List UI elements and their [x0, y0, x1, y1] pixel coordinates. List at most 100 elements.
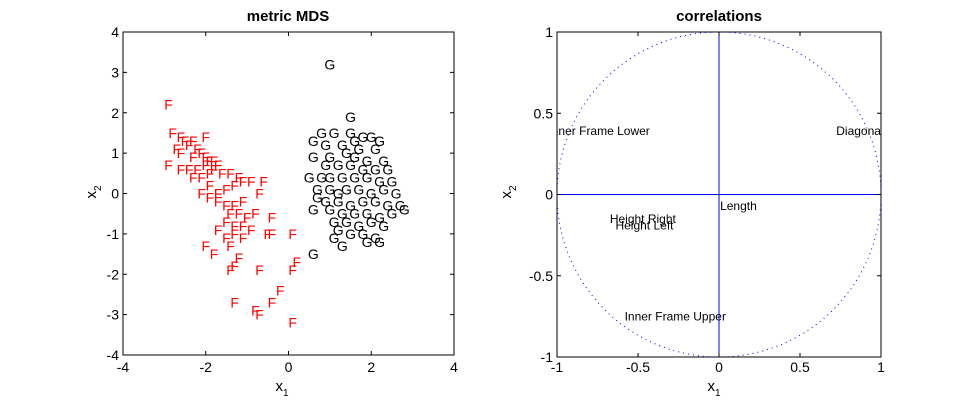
- point-f: F: [243, 210, 252, 226]
- point-f: F: [235, 250, 244, 266]
- point-g: G: [320, 137, 331, 153]
- y-tick-label: -4: [107, 347, 120, 363]
- point-f: F: [197, 169, 206, 185]
- point-f: F: [193, 141, 202, 157]
- point-g: G: [333, 157, 344, 173]
- point-g: G: [358, 226, 369, 242]
- point-g: G: [349, 169, 360, 185]
- point-g: G: [353, 181, 364, 197]
- point-g: G: [324, 181, 335, 197]
- point-g: G: [395, 198, 406, 214]
- point-g: G: [378, 218, 389, 234]
- point-f: F: [230, 258, 239, 274]
- point-f: F: [230, 218, 239, 234]
- y-tick-label: 1: [111, 145, 119, 161]
- x-tick-label: -2: [200, 359, 213, 375]
- point-f: F: [201, 149, 210, 165]
- point-f: F: [288, 262, 297, 278]
- point-f: F: [181, 133, 190, 149]
- point-f: F: [230, 198, 239, 214]
- point-g: G: [374, 210, 385, 226]
- point-f: F: [226, 206, 235, 222]
- point-f: F: [201, 238, 210, 254]
- point-g: G: [304, 169, 315, 185]
- point-g: G: [349, 149, 360, 165]
- point-f: F: [197, 145, 206, 161]
- point-g: G: [337, 206, 348, 222]
- point-f: F: [268, 295, 277, 311]
- x-tick-label: -0.5: [626, 359, 650, 375]
- point-g: G: [320, 194, 331, 210]
- point-f: F: [177, 161, 186, 177]
- point-f: F: [189, 169, 198, 185]
- x-tick-label: 0: [285, 359, 293, 375]
- point-f: F: [177, 145, 186, 161]
- point-g: G: [391, 186, 402, 202]
- point-f: F: [214, 222, 223, 238]
- point-f: F: [255, 307, 264, 323]
- point-g: G: [333, 194, 344, 210]
- y-tick-label: -3: [107, 307, 120, 323]
- mds-plot-frame: [122, 31, 455, 356]
- variable-label: Height Right: [610, 212, 677, 226]
- point-g: G: [316, 169, 327, 185]
- point-f: F: [239, 173, 248, 189]
- point-g: G: [349, 133, 360, 149]
- point-f: F: [201, 129, 210, 145]
- point-g: G: [353, 141, 364, 157]
- point-g: G: [337, 169, 348, 185]
- point-f: F: [230, 295, 239, 311]
- point-f: F: [173, 141, 182, 157]
- x-tick-label: 0.5: [790, 359, 810, 375]
- point-g: G: [333, 222, 344, 238]
- point-g: G: [329, 214, 340, 230]
- point-g: G: [345, 125, 356, 141]
- point-g: G: [366, 129, 377, 145]
- point-f: F: [226, 165, 235, 181]
- correlations-y-axis-label: x2: [498, 185, 519, 199]
- point-g: G: [386, 206, 397, 222]
- point-f: F: [247, 222, 256, 238]
- y-tick-label: 3: [111, 64, 119, 80]
- mds-title: metric MDS: [247, 8, 330, 25]
- point-g: G: [341, 214, 352, 230]
- variable-label: Inner Frame Upper: [625, 309, 726, 323]
- point-g: G: [374, 173, 385, 189]
- y-tick-label: -1: [541, 349, 554, 365]
- point-f: F: [239, 218, 248, 234]
- point-f: F: [206, 153, 215, 169]
- point-g: G: [324, 56, 335, 72]
- point-f: F: [177, 129, 186, 145]
- point-g: G: [366, 186, 377, 202]
- point-f: F: [239, 194, 248, 210]
- point-g: G: [308, 133, 319, 149]
- point-f: F: [268, 226, 277, 242]
- point-g: G: [324, 149, 335, 165]
- point-g: G: [324, 202, 335, 218]
- point-g: G: [358, 161, 369, 177]
- point-g: G: [341, 145, 352, 161]
- point-f: F: [210, 161, 219, 177]
- point-f: F: [206, 177, 215, 193]
- point-g: G: [362, 206, 373, 222]
- y-tick-label: 0.5: [534, 105, 554, 121]
- point-g: G: [329, 230, 340, 246]
- point-g: G: [362, 234, 373, 250]
- point-f: F: [206, 165, 215, 181]
- point-g: G: [312, 190, 323, 206]
- point-g: G: [366, 214, 377, 230]
- y-tick-label: 0: [111, 186, 119, 202]
- point-g: G: [316, 125, 327, 141]
- point-f: F: [185, 161, 194, 177]
- point-g: G: [378, 153, 389, 169]
- point-f: F: [264, 226, 273, 242]
- point-g: G: [382, 161, 393, 177]
- point-f: F: [255, 262, 264, 278]
- point-g: G: [374, 234, 385, 250]
- y-tick-label: 2: [111, 105, 119, 121]
- point-f: F: [218, 165, 227, 181]
